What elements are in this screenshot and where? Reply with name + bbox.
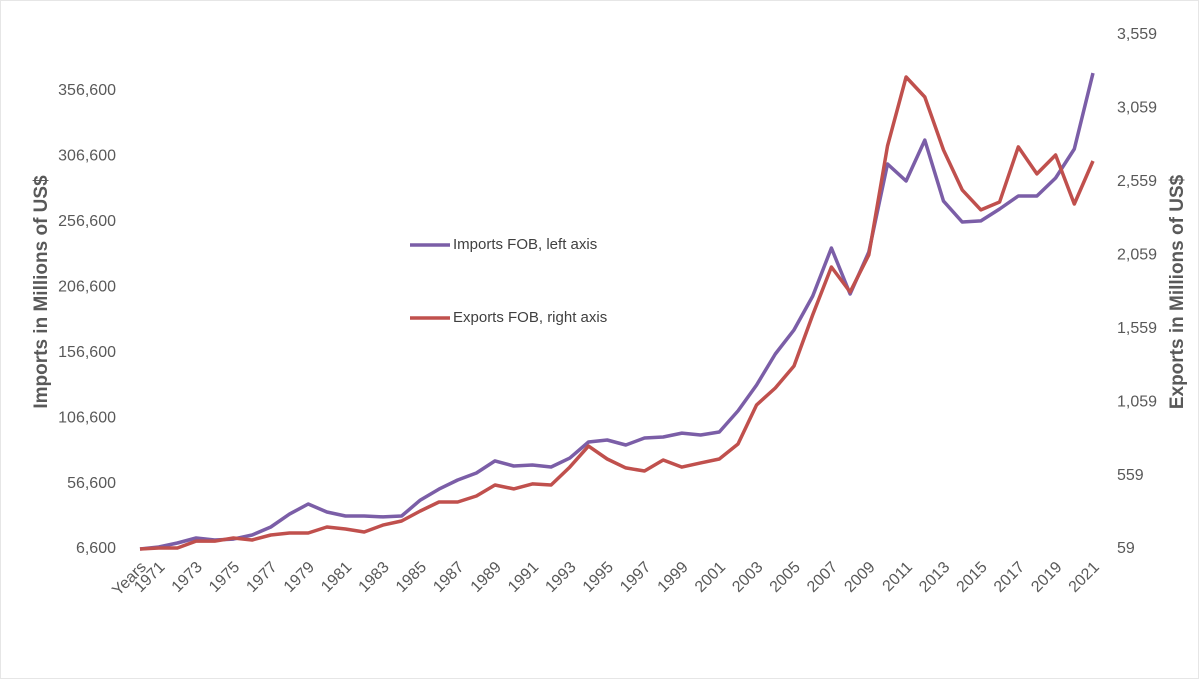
y-tick-label: 6,600 xyxy=(76,540,116,557)
legend-label: Exports FOB, right axis xyxy=(453,309,607,326)
y-tick-label: 106,600 xyxy=(58,409,116,426)
y-tick-label: 356,600 xyxy=(58,82,116,99)
y-tick-label: 56,600 xyxy=(67,475,116,492)
y2-tick-label: 59 xyxy=(1117,540,1135,557)
y2-tick-label: 3,559 xyxy=(1117,26,1157,43)
y2-tick-label: 559 xyxy=(1117,467,1144,484)
y2-tick-label: 1,059 xyxy=(1117,393,1157,410)
y2-tick-label: 2,559 xyxy=(1117,173,1157,190)
y-tick-label: 156,600 xyxy=(58,344,116,361)
series-line xyxy=(139,72,1095,551)
y-tick-label: 306,600 xyxy=(58,148,116,165)
y-tick-label: 206,600 xyxy=(58,279,116,296)
y-tick-label: 256,600 xyxy=(58,213,116,230)
y2-axis-title: Exports in Millions of US$ xyxy=(1167,174,1188,409)
series-line xyxy=(139,75,1095,551)
y2-tick-label: 3,059 xyxy=(1117,100,1157,117)
y-axis-title: Imports in Millions of US$ xyxy=(31,175,52,409)
y2-tick-label: 1,559 xyxy=(1117,320,1157,337)
legend-label: Imports FOB, left axis xyxy=(453,236,597,253)
y2-tick-label: 2,059 xyxy=(1117,247,1157,264)
